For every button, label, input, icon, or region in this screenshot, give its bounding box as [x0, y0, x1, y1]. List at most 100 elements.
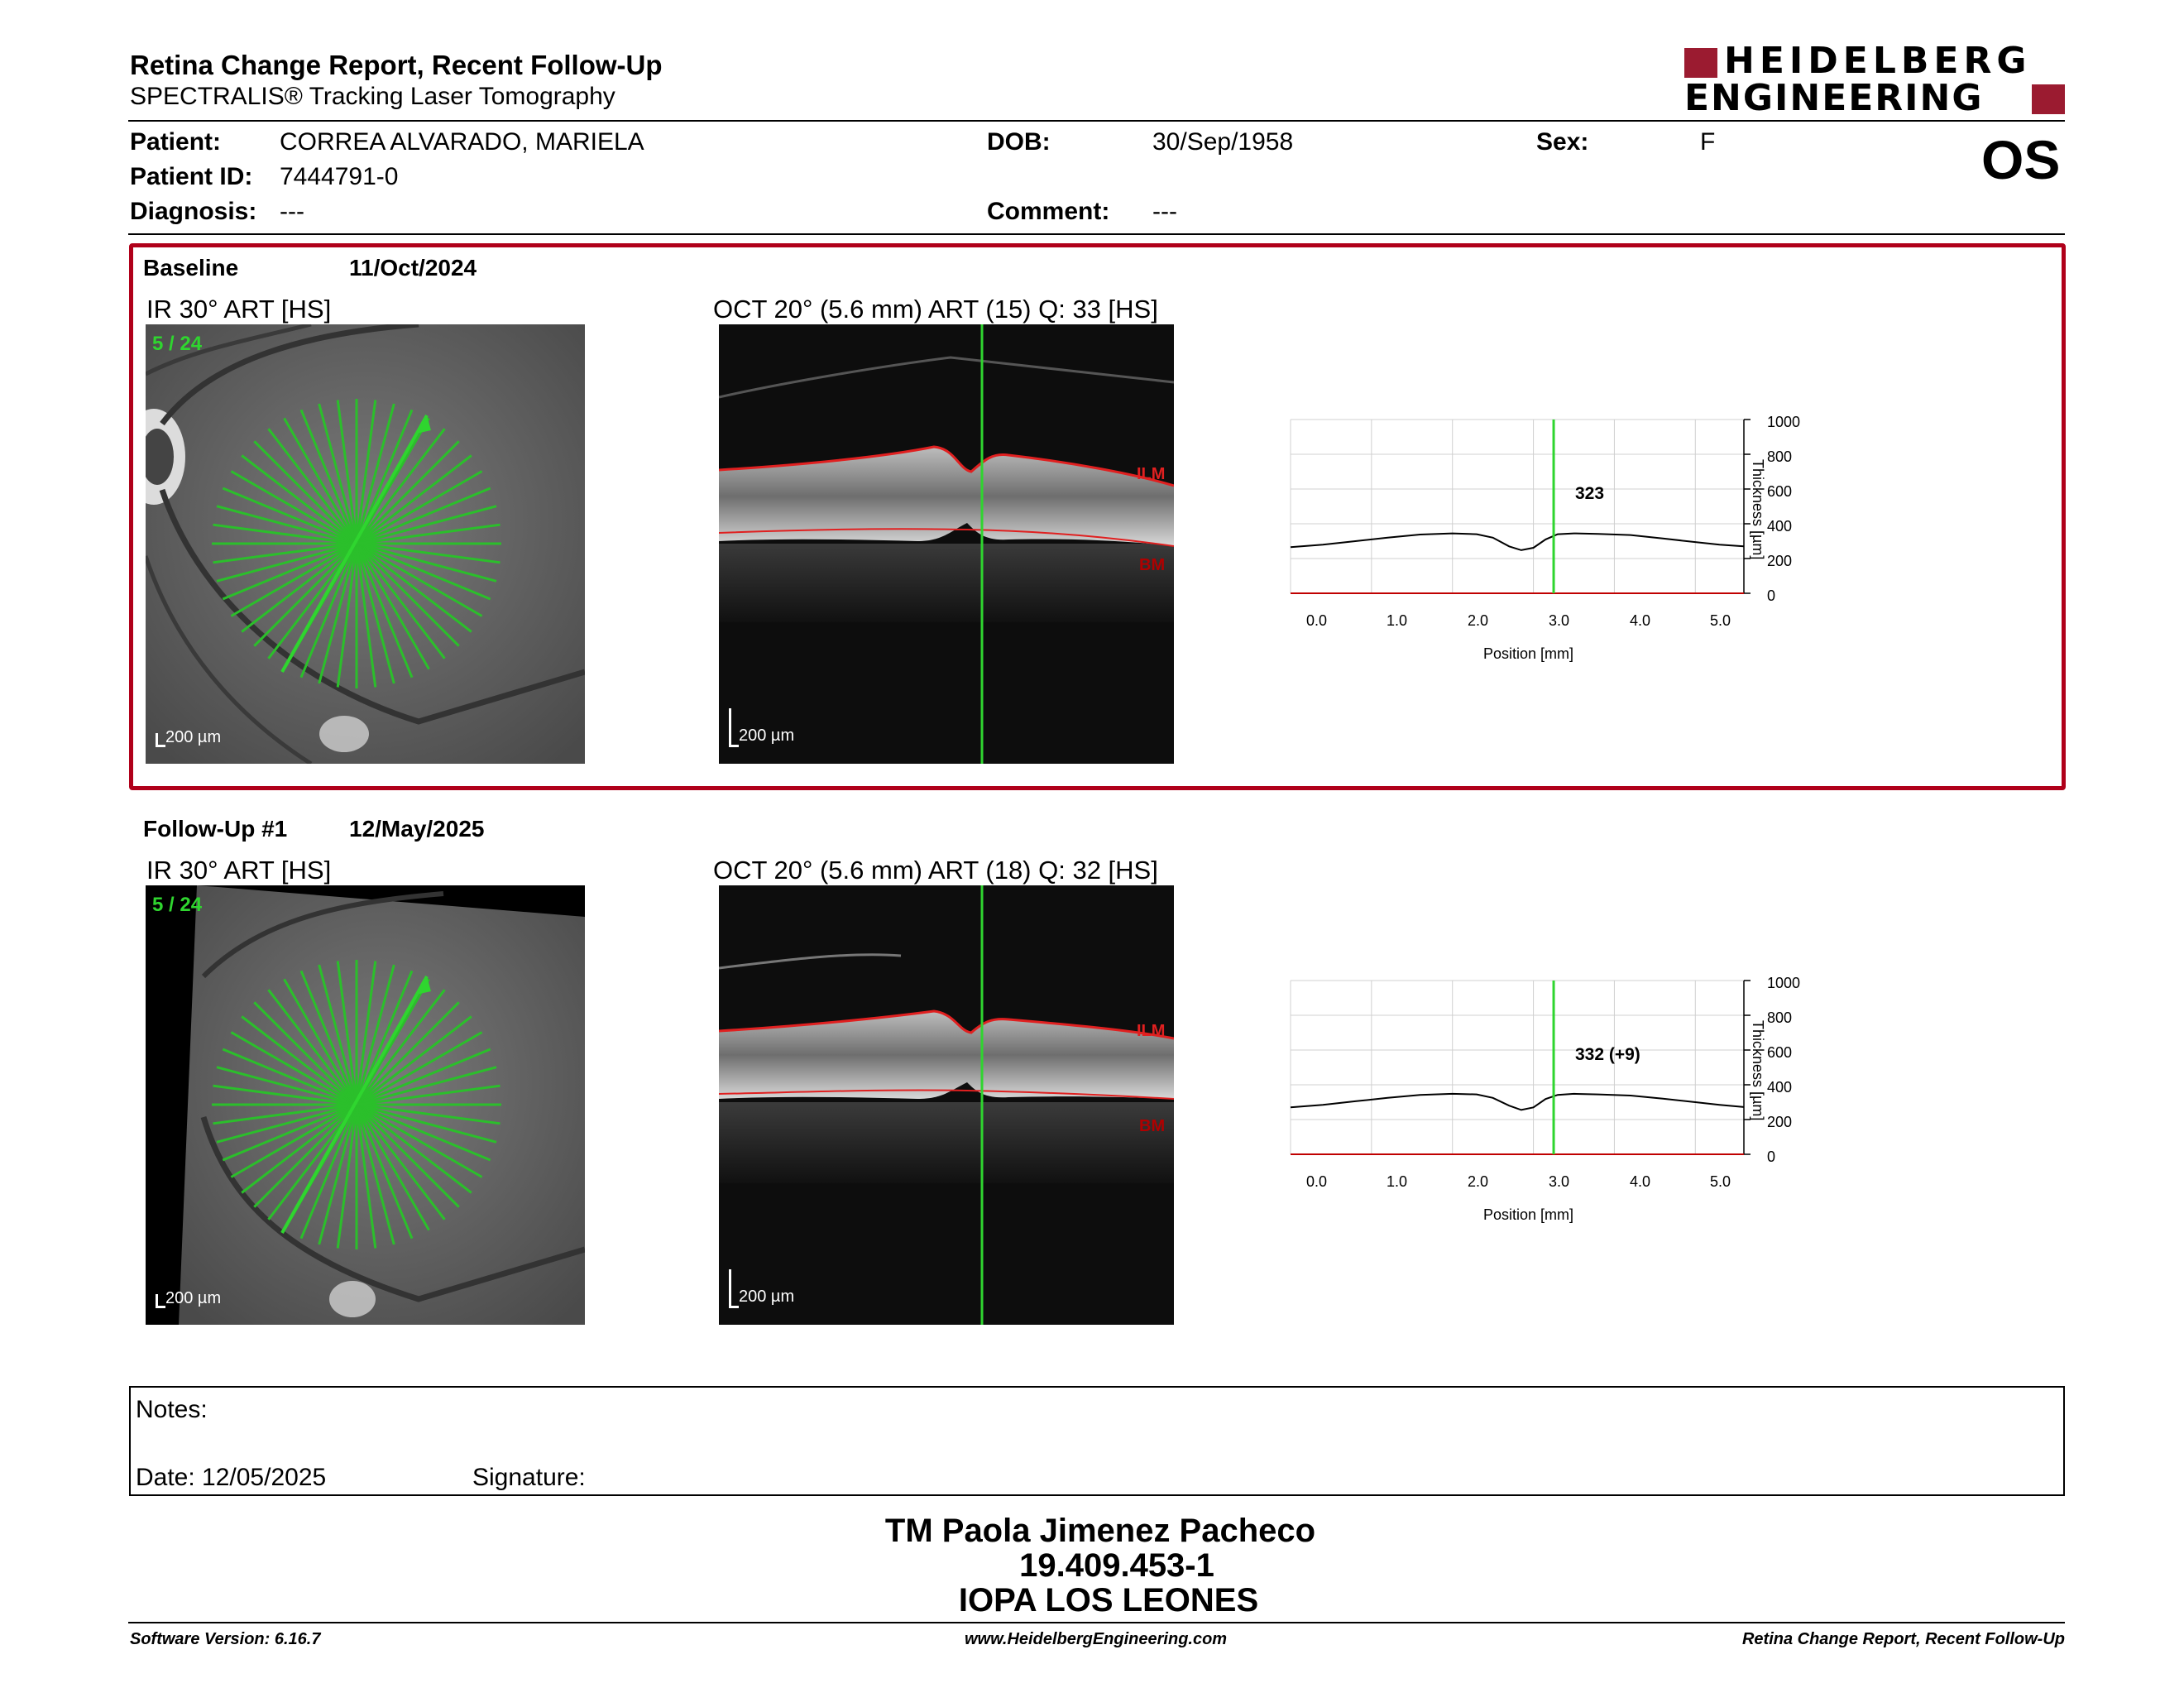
scan-line — [356, 542, 472, 633]
scan-line — [230, 470, 357, 545]
scan-line — [318, 964, 358, 1105]
scan-line — [356, 542, 497, 583]
scan-line — [283, 978, 358, 1105]
baseline-ir-title: IR 30° ART [HS] — [146, 295, 332, 324]
scan-line — [356, 542, 500, 564]
scan-line — [356, 542, 491, 601]
baseline-fundus-image: 5 / 24 200 µm — [146, 324, 585, 764]
baseline-ylabel: Thickness [µm] — [1750, 459, 1766, 560]
scan-line — [318, 543, 358, 684]
scan-line — [216, 505, 357, 545]
notes-label: Notes: — [136, 1396, 208, 1423]
baseline-ir-counter: 5 / 24 — [152, 333, 203, 355]
scan-line — [230, 1031, 357, 1106]
scan-line — [355, 989, 446, 1105]
followup-label: Follow-Up #1 — [143, 816, 288, 842]
baseline-oct-title: OCT 20° (5.6 mm) ART (15) Q: 33 [HS] — [713, 295, 1158, 324]
scan-line — [299, 543, 358, 679]
scan-line — [213, 523, 357, 545]
scan-line — [355, 417, 430, 544]
sex-label: Sex: — [1536, 128, 1589, 156]
signature-label: Signature: — [472, 1464, 586, 1491]
ytick: 600 — [1767, 1044, 1793, 1061]
scan-line — [216, 1066, 357, 1106]
report-subtitle: SPECTRALIS® Tracking Laser Tomography — [130, 83, 615, 110]
scan-line — [355, 400, 377, 544]
scan-line — [356, 1066, 497, 1106]
scan-line — [356, 1103, 491, 1162]
xtick: 1.0 — [1387, 612, 1408, 629]
signer-institution: IOPA LOS LEONES — [958, 1582, 1259, 1618]
scan-line — [336, 400, 358, 544]
dob-value: 30/Sep/1958 — [1152, 128, 1294, 156]
logo-line2: ENGINEERING — [1684, 77, 1984, 119]
xtick: 0.0 — [1306, 1173, 1328, 1190]
comment-label: Comment: — [987, 198, 1110, 225]
patient-id-label: Patient ID: — [130, 163, 253, 190]
footer-website[interactable]: www.HeidelbergEngineering.com — [965, 1630, 1228, 1648]
followup-xlabel: Position [mm] — [1483, 1206, 1574, 1223]
baseline-oct-scale: 200 µm — [739, 727, 795, 745]
ytick: 1000 — [1767, 975, 1801, 991]
followup-thickness-chart: 332 (+9) Position [mm] Thickness [µm] 0.… — [1290, 971, 1870, 1244]
scan-line — [355, 543, 377, 688]
ytick: 200 — [1767, 1114, 1793, 1130]
baseline-thickness-chart: 323 Position [mm] Thickness [µm] 0.0 1.0… — [1290, 410, 1870, 683]
scan-line — [356, 1048, 491, 1106]
scan-line — [355, 1103, 460, 1208]
ytick: 800 — [1767, 1009, 1793, 1026]
scan-line — [222, 542, 357, 601]
xtick: 3.0 — [1549, 1173, 1570, 1190]
scan-line — [355, 543, 395, 684]
scan-line — [356, 1103, 500, 1125]
xtick: 5.0 — [1710, 1173, 1731, 1190]
scan-line — [230, 542, 357, 617]
scan-line — [356, 505, 497, 545]
ytick: 0 — [1767, 587, 1776, 604]
followup-date: 12/May/2025 — [349, 816, 485, 842]
heidelberg-logo: HEIDELBERG ENGINEERING — [1684, 40, 2065, 119]
scan-line — [356, 1084, 500, 1106]
scan-line — [356, 542, 483, 617]
baseline-date: 11/Oct/2024 — [349, 255, 477, 281]
patient-label: Patient: — [130, 128, 222, 156]
followup-cursor-value: 332 (+9) — [1575, 1045, 1640, 1064]
thickness-line — [1290, 1092, 1745, 1111]
baseline-panel — [129, 243, 2066, 790]
scan-line — [355, 978, 430, 1105]
xtick: 4.0 — [1630, 612, 1651, 629]
scan-line — [241, 542, 357, 633]
patient-id-value: 7444791-0 — [280, 163, 399, 190]
notes-box[interactable]: Notes: Date: 12/05/2025 Signature: — [129, 1386, 2065, 1496]
followup-ir-counter: 5 / 24 — [152, 894, 203, 916]
scan-line — [253, 440, 358, 545]
scan-line — [318, 403, 358, 544]
scan-line — [356, 1103, 497, 1144]
signer-name: TM Paola Jimenez Pacheco — [884, 1513, 1316, 1549]
xtick: 1.0 — [1387, 1173, 1408, 1190]
diagnosis-label: Diagnosis: — [130, 198, 257, 225]
scan-line — [299, 409, 358, 544]
logo-line1: HEIDELBERG — [1724, 40, 2032, 82]
scan-line — [355, 964, 395, 1105]
ytick: 400 — [1767, 518, 1793, 535]
scan-line — [222, 1048, 357, 1106]
comment-value: --- — [1152, 198, 1177, 225]
scan-line — [355, 542, 460, 647]
followup-bm-label: BM — [1139, 1117, 1166, 1135]
scan-line — [355, 440, 460, 545]
scan-line — [356, 1103, 472, 1194]
scan-line — [356, 487, 491, 545]
scan-line — [356, 1015, 472, 1106]
scan-line — [355, 543, 446, 659]
baseline-label: Baseline — [143, 255, 239, 281]
scan-line — [318, 1104, 358, 1245]
xtick: 2.0 — [1468, 1173, 1489, 1190]
xtick: 5.0 — [1710, 612, 1731, 629]
xtick: 0.0 — [1306, 612, 1328, 629]
scan-line — [253, 1103, 358, 1208]
xtick: 3.0 — [1549, 612, 1570, 629]
ytick: 0 — [1767, 1149, 1776, 1165]
signer-id: 19.409.453-1 — [1019, 1547, 1214, 1584]
patient-name: CORREA ALVARADO, MARIELA — [280, 128, 644, 156]
